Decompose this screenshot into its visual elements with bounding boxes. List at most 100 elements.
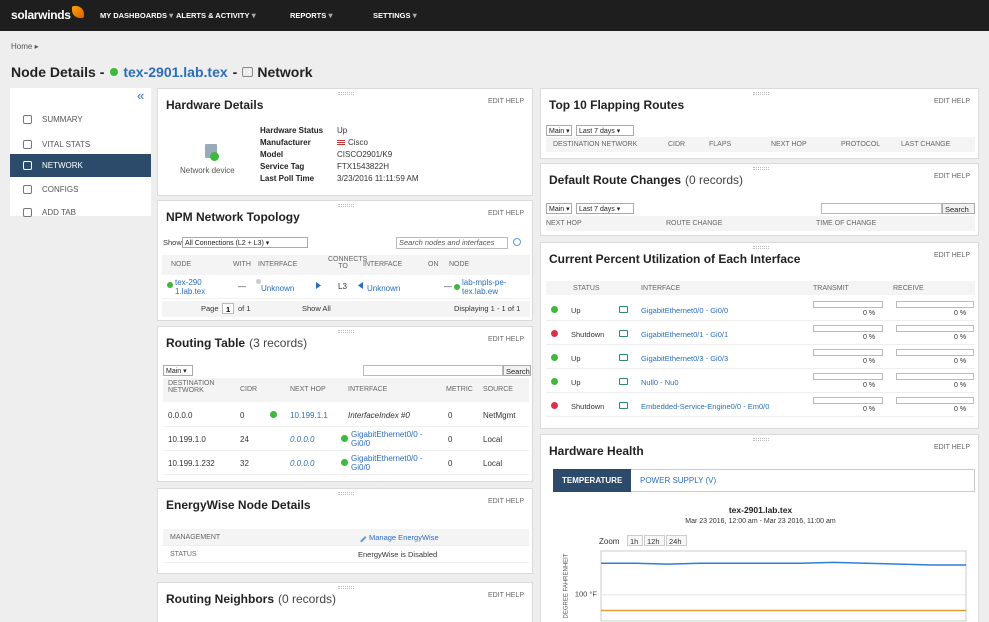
search-input[interactable]	[396, 237, 508, 249]
panel-actions[interactable]: EDIT HELP	[487, 210, 524, 217]
interface-icon	[619, 330, 628, 337]
interface[interactable]: GigabitEthernet0/3 - Gi0/3	[641, 354, 729, 363]
select[interactable]: Main	[546, 125, 572, 136]
zoom-button[interactable]: 24h	[666, 535, 687, 546]
node-status	[110, 68, 119, 76]
panel: Hardware Details EDIT HELP Network device H…	[157, 88, 533, 196]
field-label: Model	[260, 150, 284, 159]
interface[interactable]: Unknown	[367, 284, 401, 293]
sidebar-icon	[23, 161, 32, 170]
field-value: 3/23/2016 11:11:59 AM	[337, 174, 419, 183]
sidebar-item[interactable]: VITAL STATS	[10, 133, 151, 156]
status-dot	[341, 435, 348, 442]
sidebar-item[interactable]: ADD TAB	[10, 201, 151, 224]
interface[interactable]: GigabitEthernet0/0 - Gi0/0	[351, 430, 423, 448]
next-hop[interactable]: 0.0.0.0	[290, 435, 315, 444]
view-name: Network	[257, 64, 313, 80]
panel-actions[interactable]: EDIT HELP	[933, 444, 970, 451]
y-axis-label: DEGREE FAHRENHEIT	[564, 553, 570, 618]
sidebar-item[interactable]: CONFIGS	[10, 178, 151, 201]
interface[interactable]: GigabitEthernet0/0 - Gi0/0	[641, 306, 729, 315]
panel-actions[interactable]: EDIT HELP	[487, 592, 524, 599]
select-text: Main	[549, 205, 570, 213]
interface[interactable]: Null0 - Nu0	[641, 378, 679, 387]
node-name[interactable]: tex-2901.lab.tex	[175, 278, 206, 296]
node-name[interactable]: lab-mpls-pe-tex.lab.ew	[462, 278, 507, 296]
panel-actions[interactable]: EDIT HELP	[487, 336, 524, 343]
panel-actions[interactable]: EDIT HELP	[487, 498, 524, 505]
table-header	[546, 281, 975, 295]
interface[interactable]: GigabitEthernet0/1 - Gi0/1	[641, 330, 729, 339]
status-down	[551, 402, 558, 409]
pager	[162, 301, 530, 317]
panel-title: Hardware Health	[549, 444, 644, 458]
table-header	[163, 378, 529, 402]
column-header: TIME OF CHANGE	[816, 220, 877, 227]
interface[interactable]: Unknown	[261, 284, 295, 293]
select-text: Main	[549, 127, 570, 135]
tab[interactable]: POWER SUPPLY (V)	[631, 469, 735, 492]
zoom-button[interactable]: 12h	[644, 535, 665, 546]
menu-item[interactable]: SETTINGS	[373, 11, 417, 20]
sidebar-item[interactable]: NETWORK	[10, 154, 151, 177]
panel-actions[interactable]: EDIT HELP	[933, 173, 970, 180]
search-icon[interactable]	[513, 238, 521, 246]
cidr: 24	[240, 435, 249, 444]
sidebar-item[interactable]: SUMMARY	[10, 108, 151, 131]
page-input[interactable]: 1	[222, 303, 234, 314]
next-hop[interactable]: 0.0.0.0	[290, 459, 315, 468]
node-name[interactable]: tex-2901.lab.tex	[123, 64, 228, 80]
transmit: 0 %	[863, 310, 876, 317]
select-text: Last 7 days	[579, 205, 620, 213]
panel-actions[interactable]: EDIT HELP	[933, 252, 970, 259]
row-value[interactable]: Manage EnergyWise	[369, 533, 439, 542]
panel-title: Current Percent Utilization of Each Inte…	[549, 252, 800, 266]
receive-bar	[896, 301, 974, 308]
breadcrumb[interactable]: Home	[11, 42, 39, 51]
sidebar-label: SUMMARY	[42, 115, 83, 124]
connector: —	[238, 282, 246, 291]
sidebar-label: ADD TAB	[42, 208, 76, 217]
next-hop[interactable]: 10.199.1.1	[290, 411, 328, 420]
column-header: NEXT HOP	[546, 220, 582, 227]
select[interactable]: Last 7 days	[576, 203, 634, 214]
destination: 10.199.1.232	[168, 459, 215, 468]
search-placeholder: Search nodes and interfaces	[399, 238, 495, 247]
show-all[interactable]: Show All	[302, 304, 331, 313]
zoom-text: 12h	[647, 537, 660, 546]
search-button[interactable]: Search	[503, 365, 531, 376]
menu-item[interactable]: ALERTS & ACTIVITY	[176, 11, 256, 20]
panel: Current Percent Utilization of Each Inte…	[540, 242, 979, 429]
menu-item[interactable]: MY DASHBOARDS	[100, 11, 173, 20]
select[interactable]: All Connections (L2 + L3)	[182, 237, 308, 248]
status: Up	[571, 306, 581, 315]
select[interactable]: Main	[546, 203, 572, 214]
zoom-button[interactable]: 1h	[627, 535, 643, 546]
panel-actions[interactable]: EDIT HELP	[933, 98, 970, 105]
transmit: 0 %	[863, 406, 876, 413]
interface[interactable]: Embedded-Service-Engine0/0 - Em0/0	[641, 402, 770, 411]
unknown-icon	[256, 279, 261, 284]
title-text: Routing Neighbors	[166, 592, 274, 606]
tab[interactable]: TEMPERATURE	[553, 469, 631, 492]
interface-icon	[619, 306, 628, 313]
interface[interactable]: GigabitEthernet0/0 - Gi0/0	[351, 454, 423, 472]
logo-flame	[72, 6, 84, 18]
title-text: Current Percent Utilization of Each Inte…	[549, 252, 801, 266]
destination: 10.199.1.0	[168, 435, 206, 444]
field-value: Up	[337, 126, 348, 135]
receive: 0 %	[954, 334, 967, 341]
select[interactable]: Main	[163, 365, 193, 376]
menu-item[interactable]: REPORTS	[290, 11, 333, 20]
search-button[interactable]: Search	[942, 203, 975, 214]
select-text: Main	[166, 367, 187, 375]
select[interactable]: Last 7 days	[576, 125, 634, 136]
table-row	[163, 403, 529, 427]
sidebar-label: CONFIGS	[42, 185, 79, 194]
panel-actions[interactable]: EDIT HELP	[487, 98, 524, 105]
search-input[interactable]	[821, 203, 942, 214]
status: Up	[571, 378, 581, 387]
collapse-button[interactable]: «	[137, 88, 145, 103]
search-input[interactable]	[363, 365, 503, 376]
drag-handle	[752, 246, 769, 249]
